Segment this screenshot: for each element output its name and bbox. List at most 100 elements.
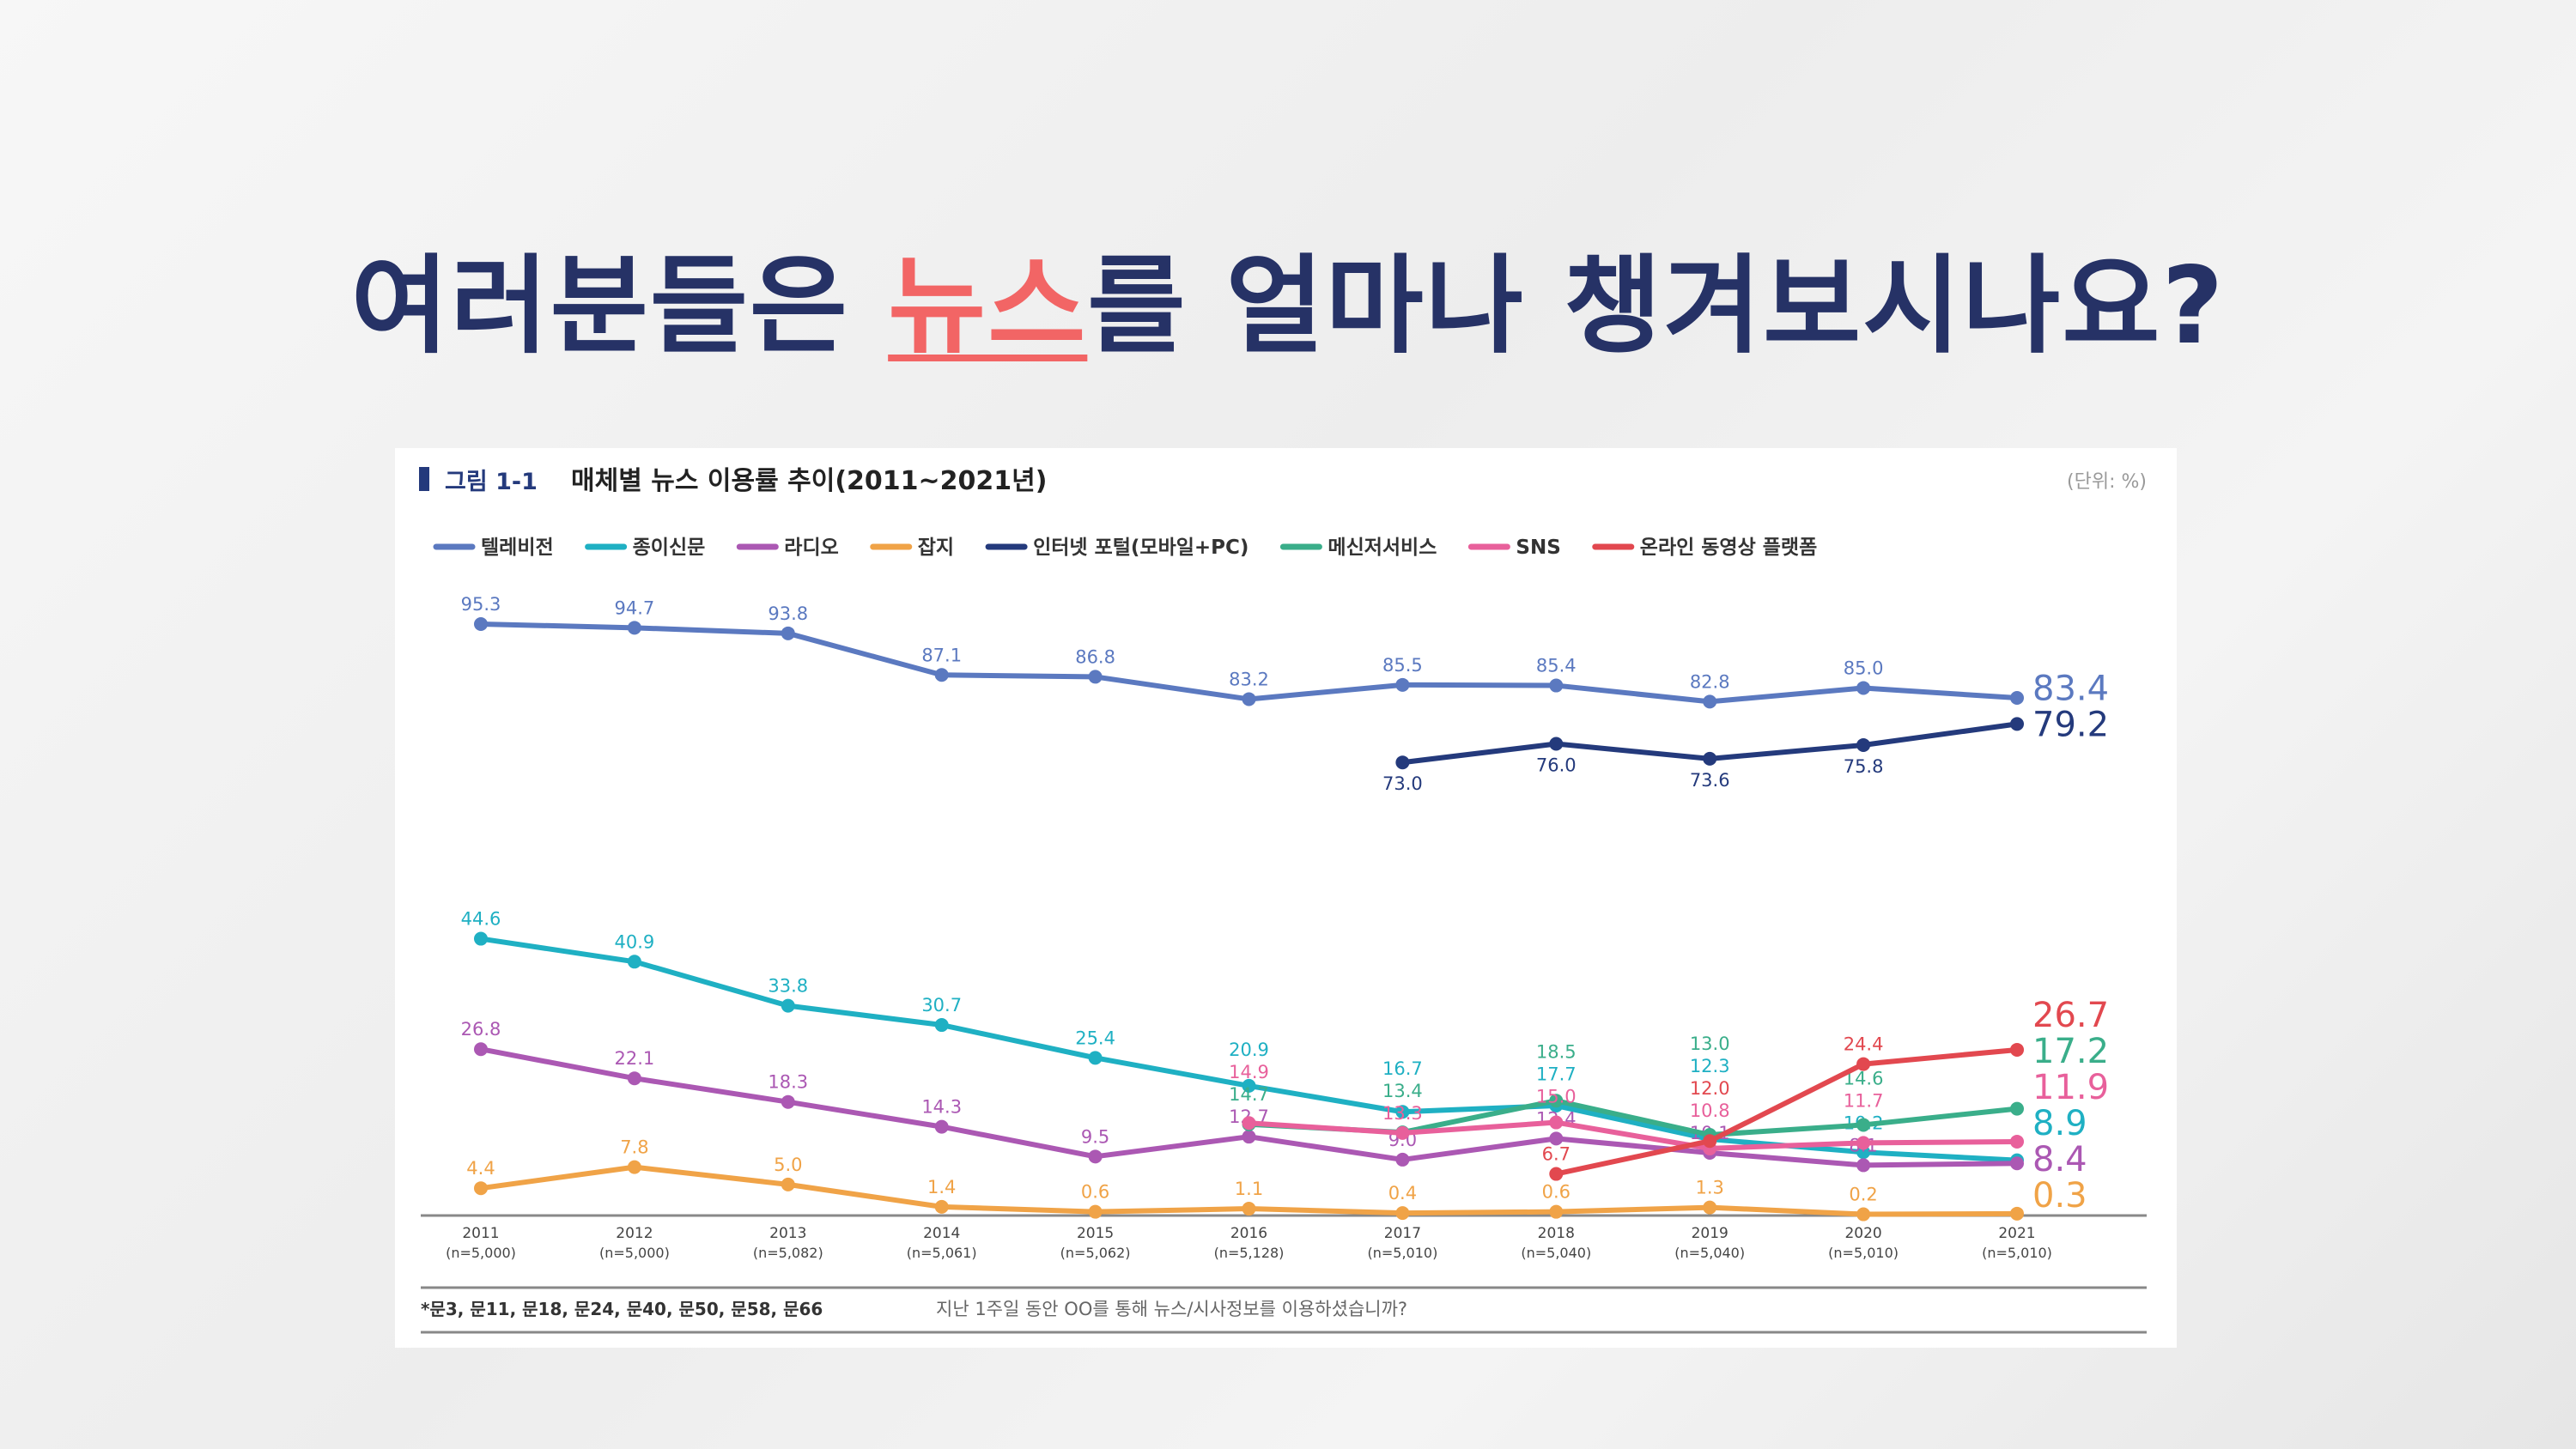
legend-label: 온라인 동영상 플랫폼	[1640, 537, 1817, 559]
data-label: 13.4	[1382, 1081, 1423, 1101]
x-tick-sample-size: (n=5,000)	[599, 1245, 670, 1261]
data-label: 17.7	[1536, 1064, 1577, 1084]
end-value-label: 8.9	[2032, 1104, 2087, 1143]
x-tick-label: 2018	[1538, 1225, 1575, 1242]
data-point	[1549, 1131, 1564, 1146]
x-tick-label: 2017	[1384, 1225, 1421, 1242]
series-5: 14.7 13.418.5 13.014.617.2	[1229, 1032, 2109, 1143]
data-label: 44.6	[461, 909, 501, 930]
line-chart: 그림 1-1 매체별 뉴스 이용률 추이(2011~2021년) (단위: %)…	[419, 466, 2147, 1334]
data-label: 6.7	[1542, 1144, 1571, 1165]
data-point	[1395, 1125, 1410, 1140]
data-point	[781, 626, 795, 640]
data-label: 24.4	[1844, 1034, 1884, 1055]
data-point	[781, 1094, 795, 1109]
data-point	[1856, 1118, 1871, 1132]
data-point	[1242, 1078, 1256, 1093]
end-value-label: 83.4	[2032, 669, 2109, 708]
x-tick-sample-size: (n=5,000)	[446, 1245, 516, 1261]
x-tick-label: 2012	[616, 1225, 653, 1242]
data-point	[1088, 1204, 1103, 1219]
data-point	[1088, 1149, 1103, 1164]
data-point	[1395, 755, 1410, 770]
data-point	[1088, 670, 1103, 684]
x-tick-label: 2014	[923, 1225, 960, 1242]
data-point	[781, 1177, 795, 1191]
x-tick-label: 2011	[462, 1225, 499, 1242]
series-3: 4.4 7.8 5.0 1.4 0.6 1.1 0.4 0.6 1.3 0.2 0.3	[466, 1137, 2087, 1222]
data-label: 76.0	[1536, 755, 1577, 776]
legend-label: 텔레비전	[481, 537, 554, 559]
slide-title: 여러분들은 뉴스를 얼마나 챙겨보시나요?	[0, 219, 2576, 373]
data-point	[1242, 1130, 1256, 1144]
x-axis-ticks: 2011 (n=5,000) 2012 (n=5,000) 2013 (n=5,082) 2…	[446, 1225, 2052, 1261]
data-point	[474, 1181, 488, 1196]
data-label: 4.4	[466, 1158, 495, 1179]
x-tick-label: 2021	[1998, 1225, 2035, 1242]
data-point	[934, 1018, 949, 1033]
series-0: 95.3 94.7 93.8 87.1 86.8 83.2 85.5 85.4 82.8 85.0…	[461, 594, 2109, 708]
data-label: 0.6	[1542, 1182, 1571, 1203]
chart-image: 그림 1-1 매체별 뉴스 이용률 추이(2011~2021년) (단위: %)…	[395, 448, 2177, 1348]
legend-label: SNS	[1516, 537, 1560, 559]
data-point	[1549, 737, 1564, 751]
data-label: 75.8	[1844, 756, 1884, 777]
data-label: 87.1	[921, 645, 962, 665]
data-point	[1088, 1051, 1103, 1065]
data-point	[934, 1119, 949, 1134]
data-label: 40.9	[615, 931, 655, 952]
data-point	[1856, 1207, 1871, 1222]
data-label: 12.3	[1690, 1056, 1730, 1076]
legend-label: 라디오	[784, 537, 838, 559]
data-point	[627, 621, 641, 635]
figure-label: 그림 1-1	[445, 469, 538, 495]
data-point	[1549, 1167, 1564, 1181]
chart-title: 매체별 뉴스 이용률 추이(2011~2021년)	[571, 466, 1047, 496]
data-label: 94.7	[615, 597, 655, 618]
data-label: 1.3	[1695, 1178, 1723, 1198]
series-lines: 95.3 94.7 93.8 87.1 86.8 83.2 85.5 85.4 82.8 85.0…	[461, 594, 2109, 1222]
data-label: 7.8	[620, 1137, 648, 1158]
legend: 텔레비전 종이신문 라디오 잡지 인터넷 포털(모바일+PC) 메신저서비스 SNS 온라인 …	[433, 537, 1817, 559]
data-label: 30.7	[921, 995, 962, 1016]
data-label: 95.3	[461, 594, 501, 615]
title-text: 여러분들은	[350, 245, 889, 368]
title-text-end: 를 얼마나 챙겨보시나요?	[1087, 245, 2226, 368]
series-7: 6.7 12.0 24.4 26.7	[1542, 996, 2109, 1181]
series-6: 14.9 13.3 15.0 10.8 11.7 11.9	[1229, 1062, 2109, 1155]
data-label: 85.0	[1844, 658, 1884, 678]
data-label: 18.5	[1536, 1041, 1577, 1062]
data-point	[1703, 751, 1717, 766]
data-label: 0.2	[1849, 1185, 1877, 1205]
x-tick-sample-size: (n=5,040)	[1674, 1245, 1745, 1261]
x-tick-label: 2020	[1844, 1225, 1881, 1242]
data-point	[1856, 1158, 1871, 1173]
data-point	[1395, 1152, 1410, 1167]
footnote-question: 지난 1주일 동안 OO를 통해 뉴스/시사정보를 이용하셨습니까?	[936, 1299, 1407, 1319]
data-label: 5.0	[774, 1155, 802, 1175]
data-point	[1242, 692, 1256, 706]
data-point	[1549, 678, 1564, 693]
x-tick-sample-size: (n=5,062)	[1060, 1245, 1131, 1261]
data-point	[2010, 1042, 2024, 1057]
data-label: 1.1	[1235, 1179, 1263, 1199]
end-value-label: 11.9	[2032, 1068, 2109, 1107]
data-label: 13.3	[1382, 1103, 1423, 1124]
data-label: 73.6	[1690, 770, 1730, 791]
data-point	[934, 1199, 949, 1214]
data-label: 14.3	[921, 1097, 962, 1118]
data-point	[1549, 1094, 1564, 1108]
data-point	[1395, 1105, 1410, 1119]
title-highlight: 뉴스	[888, 245, 1088, 368]
data-label: 82.8	[1690, 671, 1730, 692]
data-label: 9.5	[1081, 1126, 1109, 1147]
data-label: 14.9	[1229, 1062, 1269, 1082]
data-label: 25.4	[1075, 1028, 1115, 1048]
data-point	[1242, 1116, 1256, 1131]
data-point	[2010, 1206, 2024, 1221]
x-tick-label: 2019	[1692, 1225, 1728, 1242]
data-point	[1703, 1134, 1717, 1149]
end-value-label: 8.4	[2032, 1140, 2087, 1179]
data-label: 11.7	[1844, 1090, 1884, 1111]
data-label: 15.0	[1536, 1086, 1577, 1106]
